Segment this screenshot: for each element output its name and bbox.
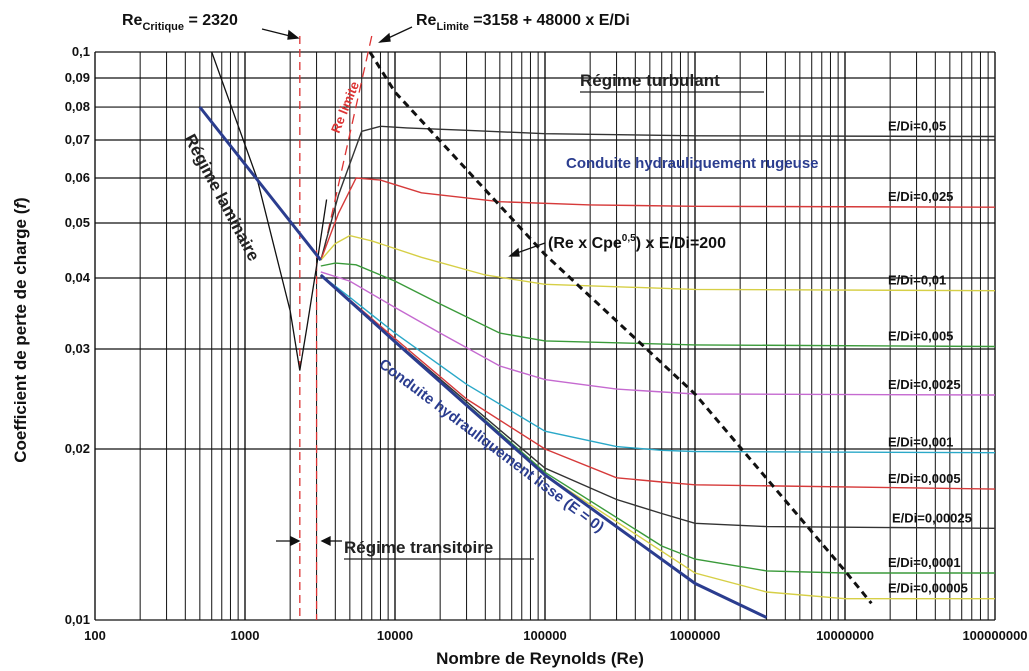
series-line [320, 274, 995, 574]
re-critique-label: ReCritique = 2320 [122, 12, 238, 33]
series-line [320, 274, 996, 490]
series-label: E/Di=0,05 [888, 118, 946, 133]
series-line [320, 262, 996, 348]
series-line [320, 234, 996, 292]
y-tick-label: 0,03 [65, 341, 90, 356]
x-tick-label: 10000000 [816, 628, 874, 643]
y-tick-label: 0,08 [65, 99, 90, 114]
y-tick-label: 0,01 [65, 612, 90, 627]
annotation-arrows [261, 26, 546, 547]
y-tick-label: 0,07 [65, 132, 90, 147]
series-label: E/Di=0,0025 [888, 377, 961, 392]
transition-arrowhead-right [320, 535, 331, 547]
re-critique-arrowhead [287, 29, 300, 40]
x-tick-label: 100000 [523, 628, 566, 643]
re-limite-label: ReLimite =3158 + 48000 x E/Di [416, 12, 630, 33]
transition-arrowhead-left [290, 535, 301, 547]
smooth-pipe-line [319, 273, 768, 619]
limit-line [368, 51, 873, 605]
series-label: E/Di=0,025 [888, 189, 953, 204]
series-line [320, 271, 996, 396]
y-tick-label: 0,06 [65, 170, 90, 185]
grid-minor [139, 52, 989, 620]
y-tick-label: 0,1 [72, 44, 90, 59]
y-tick-label: 0,09 [65, 70, 90, 85]
series-line [320, 177, 996, 261]
series-line [320, 125, 996, 261]
x-tick-label: 100 [84, 628, 106, 643]
series-label: E/Di=0,00005 [888, 581, 968, 596]
x-axis-title: Nombre de Reynolds (Re) [436, 649, 644, 668]
series-label: E/Di=0,001 [888, 435, 953, 450]
series-label: E/Di=0,005 [888, 329, 953, 344]
laminar-line [198, 106, 322, 262]
x-tick-label: 1000 [231, 628, 260, 643]
x-tick-label: 1000000 [670, 628, 721, 643]
regime-transitoire-label: Régime transitoire [344, 538, 493, 557]
re-limite-arrowhead [378, 32, 391, 43]
y-axis-title: Coefficient de perte de charge (f) [11, 197, 30, 462]
curves [198, 51, 996, 619]
series-label: E/Di=0,0001 [888, 555, 961, 570]
x-tick-label: 10000 [377, 628, 413, 643]
curve-labels: E/Di=0,05 E/Di=0,025 E/Di=0,01 E/Di=0,005 E/… [888, 118, 972, 595]
y-tick-label: 0,04 [65, 270, 91, 285]
cpe-arrow [513, 242, 546, 255]
y-tick-label: 0,02 [65, 441, 90, 456]
series-line [320, 274, 996, 454]
series-label: E/Di=0,00025 [892, 510, 972, 525]
reference-lines [299, 35, 373, 620]
series-label: E/Di=0,0005 [888, 471, 961, 486]
grid-major [94, 51, 996, 621]
conduite-rugueuse-label: Conduite hydrauliquement rugeuse [566, 155, 819, 172]
regime-turbulent-label: Régime turbulant [580, 71, 720, 90]
re-limite-line [322, 35, 373, 256]
cpe-arrowhead [508, 247, 520, 257]
x-tick-label: 100000000 [962, 628, 1027, 643]
series-label: E/Di=0,01 [888, 273, 946, 288]
cpe-label: (Re x Cpe0,5) x E/Di=200 [548, 233, 726, 252]
y-tick-label: 0,05 [65, 215, 90, 230]
tick-labels: 0,10,090,080,070,060,050,040,030,020,011… [65, 44, 1028, 643]
